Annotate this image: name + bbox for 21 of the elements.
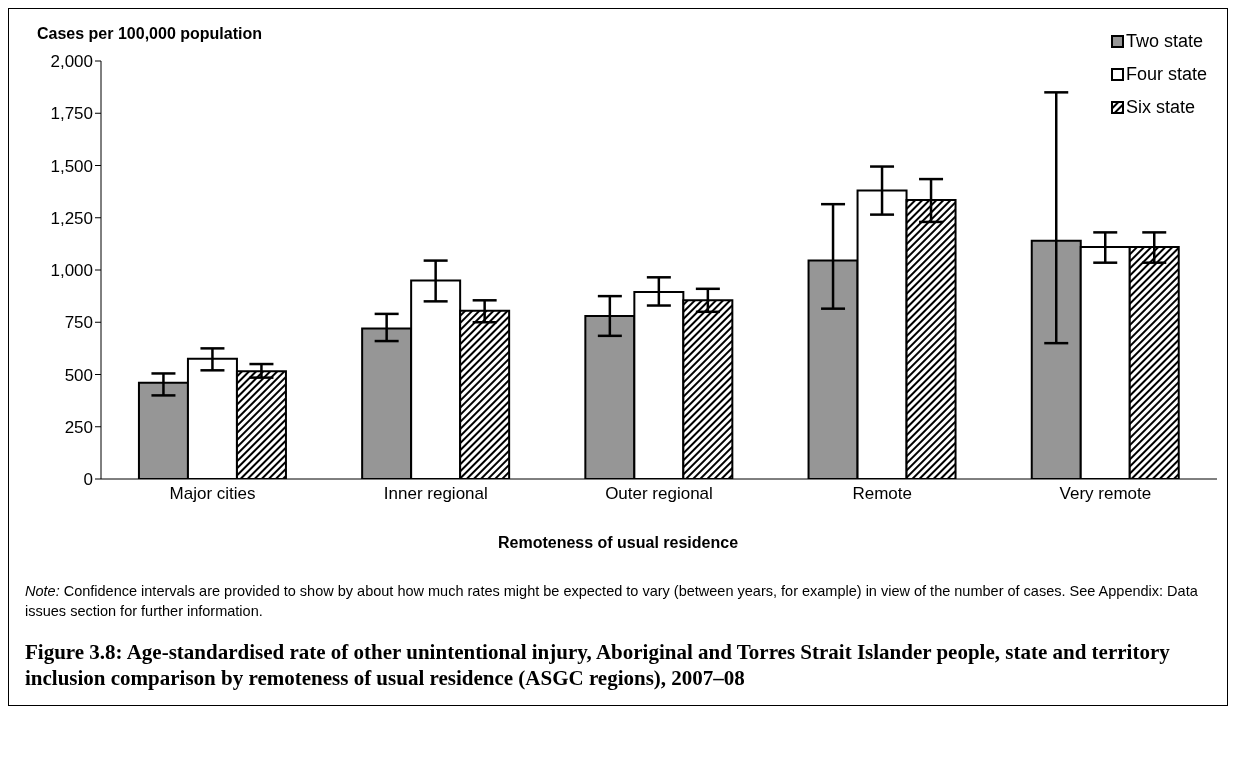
text: Note: Confidence intervals are provided to show by about how much rates might be expected to vary (between years, for example) in view of the number of cases. See Appendix: Data issues section for further information.: [25, 583, 1198, 619]
y-tick-label: 250: [64, 417, 93, 437]
legend-label: Six state: [1125, 97, 1195, 118]
y-tick-label: 1,000: [50, 261, 93, 281]
x-tick-label: Outer regional: [605, 484, 713, 504]
y-tick-label: 500: [64, 365, 93, 385]
legend-label: Four state: [1125, 64, 1207, 85]
text: Figure 3.8: Age-standardised rate of other unintentional injury, Aboriginal and Torres Strait Islander people, state and territory inclusion comparison by remoteness of usual residence (ASGC regions), 2007–08: [24, 639, 1171, 692]
x-tick-label: Remote: [852, 484, 912, 504]
x-tick-label: Inner regional: [383, 484, 488, 504]
y-tick-label: 1,500: [50, 156, 93, 176]
y-tick-label: 2,000: [50, 52, 93, 72]
y-tick-label: 1,750: [50, 104, 93, 124]
y-tick-label: 750: [64, 313, 93, 333]
x-tick-label: Very remote: [1059, 484, 1152, 504]
y-axis-title: Cases per 100,000 population: [37, 25, 262, 43]
y-tick-label: 1,250: [50, 208, 93, 228]
x-axis-title: Remoteness of usual residence: [496, 534, 740, 552]
x-tick-label: Major cities: [169, 484, 256, 504]
y-tick-label: 0: [83, 470, 93, 490]
legend-label: Two state: [1125, 31, 1203, 52]
